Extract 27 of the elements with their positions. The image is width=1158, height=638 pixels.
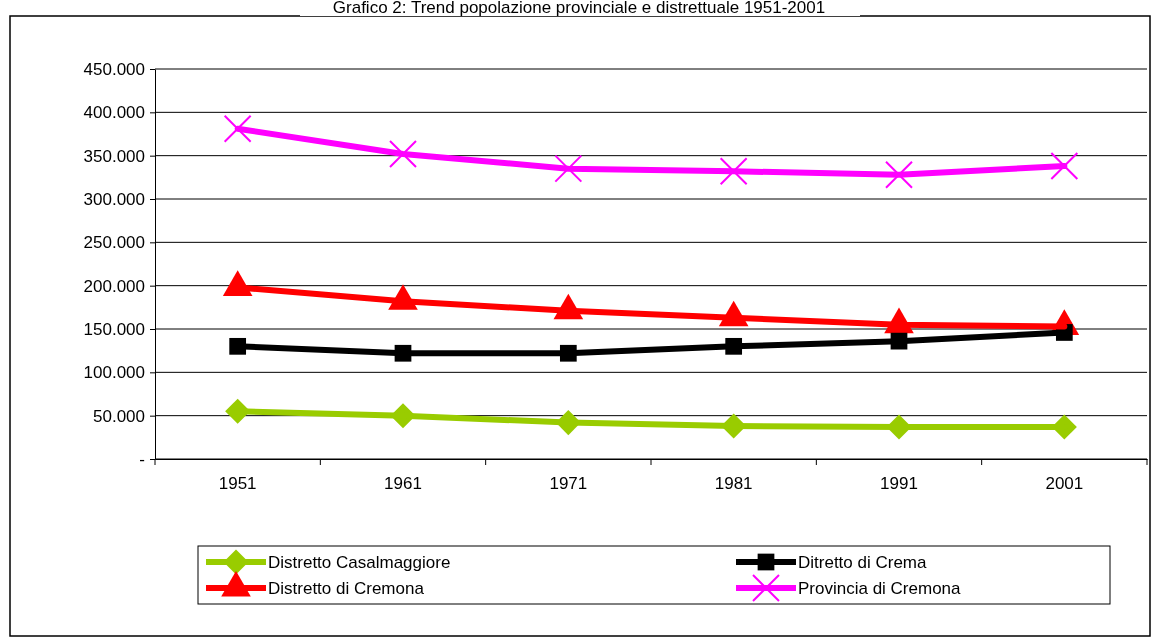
- x-tick-label: 1991: [880, 474, 918, 494]
- chart-title: Grafico 2: Trend popolazione provinciale e distrettuale 1951-2001: [332, 0, 826, 17]
- y-tick-label: 250.000: [83, 233, 145, 253]
- x-tick-label: 1971: [549, 474, 588, 494]
- point: [223, 114, 252, 143]
- y-tick-label: 350.000: [83, 146, 145, 166]
- legend-label: Distretto Casalmaggiore: [268, 553, 451, 572]
- y-tick-label: 450.000: [83, 59, 145, 79]
- y-tick-label: 300.000: [83, 189, 145, 209]
- point: [719, 157, 748, 186]
- point: [389, 139, 417, 168]
- legend-label: Ditretto di Crema: [798, 553, 928, 572]
- point: [885, 160, 913, 189]
- y-tick-label: 50.000: [93, 406, 145, 426]
- point: [1050, 152, 1079, 181]
- legend-label: Distretto di Cremona: [268, 579, 425, 598]
- x-tick-label: 1981: [714, 474, 753, 494]
- x-tick-label: 1961: [384, 474, 422, 494]
- y-tick-label: 400.000: [83, 103, 145, 123]
- legend-label: Provincia di Cremona: [798, 579, 962, 598]
- y-tick-label: 200.000: [83, 276, 145, 296]
- y-tick-label: 100.000: [83, 363, 145, 383]
- y-tick-label: -: [139, 449, 145, 469]
- y-tick-label: 150.000: [83, 319, 145, 339]
- x-tick-label: 1951: [218, 474, 257, 494]
- point: [554, 154, 583, 183]
- x-tick-label: 2001: [1045, 474, 1084, 494]
